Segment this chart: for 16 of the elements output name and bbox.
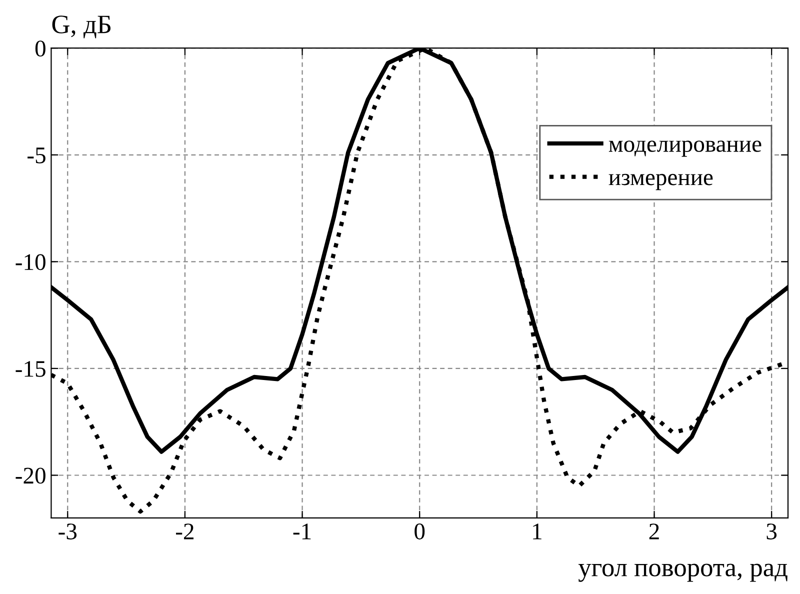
y-tick-label: -20	[16, 468, 46, 484]
x-tick-label: -3	[58, 524, 77, 540]
x-tick-label: -2	[176, 524, 194, 540]
y-tick-label: 0	[35, 40, 46, 57]
legend-label: измерение	[608, 174, 713, 190]
y-tick-label: -5	[28, 148, 46, 164]
y-tick-label: -10	[16, 254, 46, 270]
x-tick-label: -1	[293, 524, 311, 540]
legend-label: моделирование	[608, 140, 762, 157]
y-axis-title: G, дБ	[52, 16, 110, 38]
x-axis-title: угол поворота, рад	[578, 564, 788, 582]
x-tick-label: 1	[533, 524, 542, 540]
x-tick-label: 0	[414, 524, 425, 540]
x-tick-label: 3	[766, 524, 777, 540]
x-tick-label: 2	[649, 524, 659, 540]
y-tick-label: -15	[16, 361, 46, 377]
